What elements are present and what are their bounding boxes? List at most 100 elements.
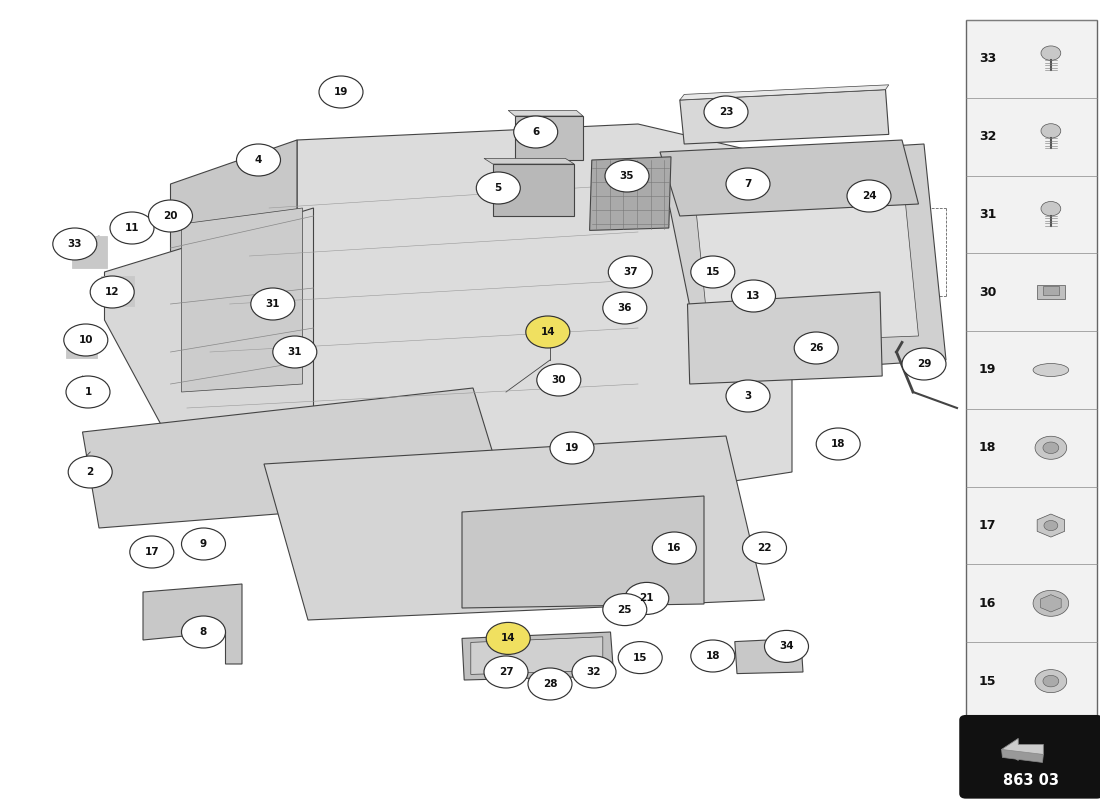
Bar: [1043, 286, 1059, 295]
Text: 863 03: 863 03: [1003, 773, 1059, 788]
Text: 35: 35: [619, 171, 635, 181]
Text: 15: 15: [979, 674, 997, 688]
Text: 17: 17: [144, 547, 159, 557]
Polygon shape: [170, 140, 297, 480]
Bar: [966, 20, 1097, 794]
Polygon shape: [264, 436, 764, 620]
Text: 5: 5: [495, 183, 502, 193]
Polygon shape: [484, 158, 574, 164]
Circle shape: [110, 212, 154, 244]
Polygon shape: [515, 116, 583, 160]
Text: 20: 20: [163, 211, 178, 221]
Text: 27: 27: [498, 667, 514, 677]
Polygon shape: [590, 157, 671, 230]
Polygon shape: [660, 140, 918, 216]
Circle shape: [816, 428, 860, 460]
Polygon shape: [471, 637, 603, 674]
Circle shape: [148, 200, 192, 232]
Circle shape: [251, 288, 295, 320]
Text: 17: 17: [979, 519, 997, 532]
Text: 31: 31: [265, 299, 280, 309]
FancyBboxPatch shape: [960, 716, 1100, 798]
Bar: [72, 236, 107, 268]
Circle shape: [476, 172, 520, 204]
Circle shape: [1043, 442, 1059, 454]
Bar: [101, 276, 134, 306]
Circle shape: [1041, 46, 1060, 60]
Text: 36: 36: [617, 303, 632, 313]
Text: 14: 14: [1043, 732, 1058, 745]
Circle shape: [319, 76, 363, 108]
Text: 16: 16: [667, 543, 682, 553]
Circle shape: [742, 532, 786, 564]
Circle shape: [618, 642, 662, 674]
Circle shape: [1041, 202, 1060, 216]
Text: 9: 9: [200, 539, 207, 549]
Polygon shape: [182, 208, 302, 392]
Text: 36: 36: [977, 769, 993, 782]
Circle shape: [182, 528, 225, 560]
Text: 34: 34: [779, 642, 794, 651]
Bar: [66, 332, 97, 358]
Text: 37: 37: [977, 732, 993, 745]
Circle shape: [550, 432, 594, 464]
Circle shape: [68, 456, 112, 488]
Text: 18: 18: [830, 439, 846, 449]
Polygon shape: [104, 208, 314, 456]
Text: 28: 28: [542, 679, 558, 689]
Circle shape: [625, 582, 669, 614]
Circle shape: [603, 292, 647, 324]
Text: eurospares: eurospares: [178, 224, 702, 480]
Text: 25: 25: [617, 605, 632, 614]
Circle shape: [1041, 124, 1060, 138]
Bar: [1037, 285, 1065, 299]
Text: 7: 7: [745, 179, 751, 189]
Circle shape: [726, 168, 770, 200]
Text: 26: 26: [808, 343, 824, 353]
Circle shape: [514, 116, 558, 148]
Circle shape: [1033, 590, 1069, 616]
Text: 11: 11: [124, 223, 140, 233]
Circle shape: [537, 364, 581, 396]
Text: 19: 19: [979, 363, 997, 377]
Text: 13: 13: [1043, 769, 1058, 782]
Circle shape: [764, 630, 808, 662]
Polygon shape: [1037, 514, 1065, 537]
Polygon shape: [1001, 750, 1043, 762]
Circle shape: [1043, 675, 1059, 687]
Circle shape: [1035, 670, 1067, 693]
Circle shape: [794, 332, 838, 364]
Text: 24: 24: [861, 191, 877, 201]
Polygon shape: [735, 638, 803, 674]
Text: 33: 33: [979, 52, 997, 66]
Circle shape: [572, 656, 616, 688]
Circle shape: [1064, 765, 1085, 780]
Text: 14: 14: [500, 634, 516, 643]
Text: 19: 19: [333, 87, 349, 97]
Circle shape: [691, 640, 735, 672]
Circle shape: [994, 765, 1022, 786]
Circle shape: [182, 616, 225, 648]
Circle shape: [605, 160, 649, 192]
Polygon shape: [297, 124, 792, 496]
Text: 29: 29: [916, 359, 932, 369]
Circle shape: [652, 532, 696, 564]
Text: 6: 6: [532, 127, 539, 137]
Polygon shape: [1041, 594, 1062, 612]
Text: 30: 30: [979, 286, 997, 298]
Text: 1: 1: [85, 387, 91, 397]
Polygon shape: [680, 90, 889, 144]
Circle shape: [603, 594, 647, 626]
Text: 32: 32: [979, 130, 997, 143]
Polygon shape: [143, 584, 242, 664]
Circle shape: [64, 324, 108, 356]
Circle shape: [726, 380, 770, 412]
Text: 14: 14: [540, 327, 556, 337]
Polygon shape: [693, 168, 918, 344]
Circle shape: [1002, 734, 1014, 743]
Circle shape: [130, 536, 174, 568]
Text: a passion for parts since 1985: a passion for parts since 1985: [276, 365, 560, 483]
Circle shape: [1064, 728, 1085, 743]
Circle shape: [994, 728, 1022, 749]
Circle shape: [484, 656, 528, 688]
